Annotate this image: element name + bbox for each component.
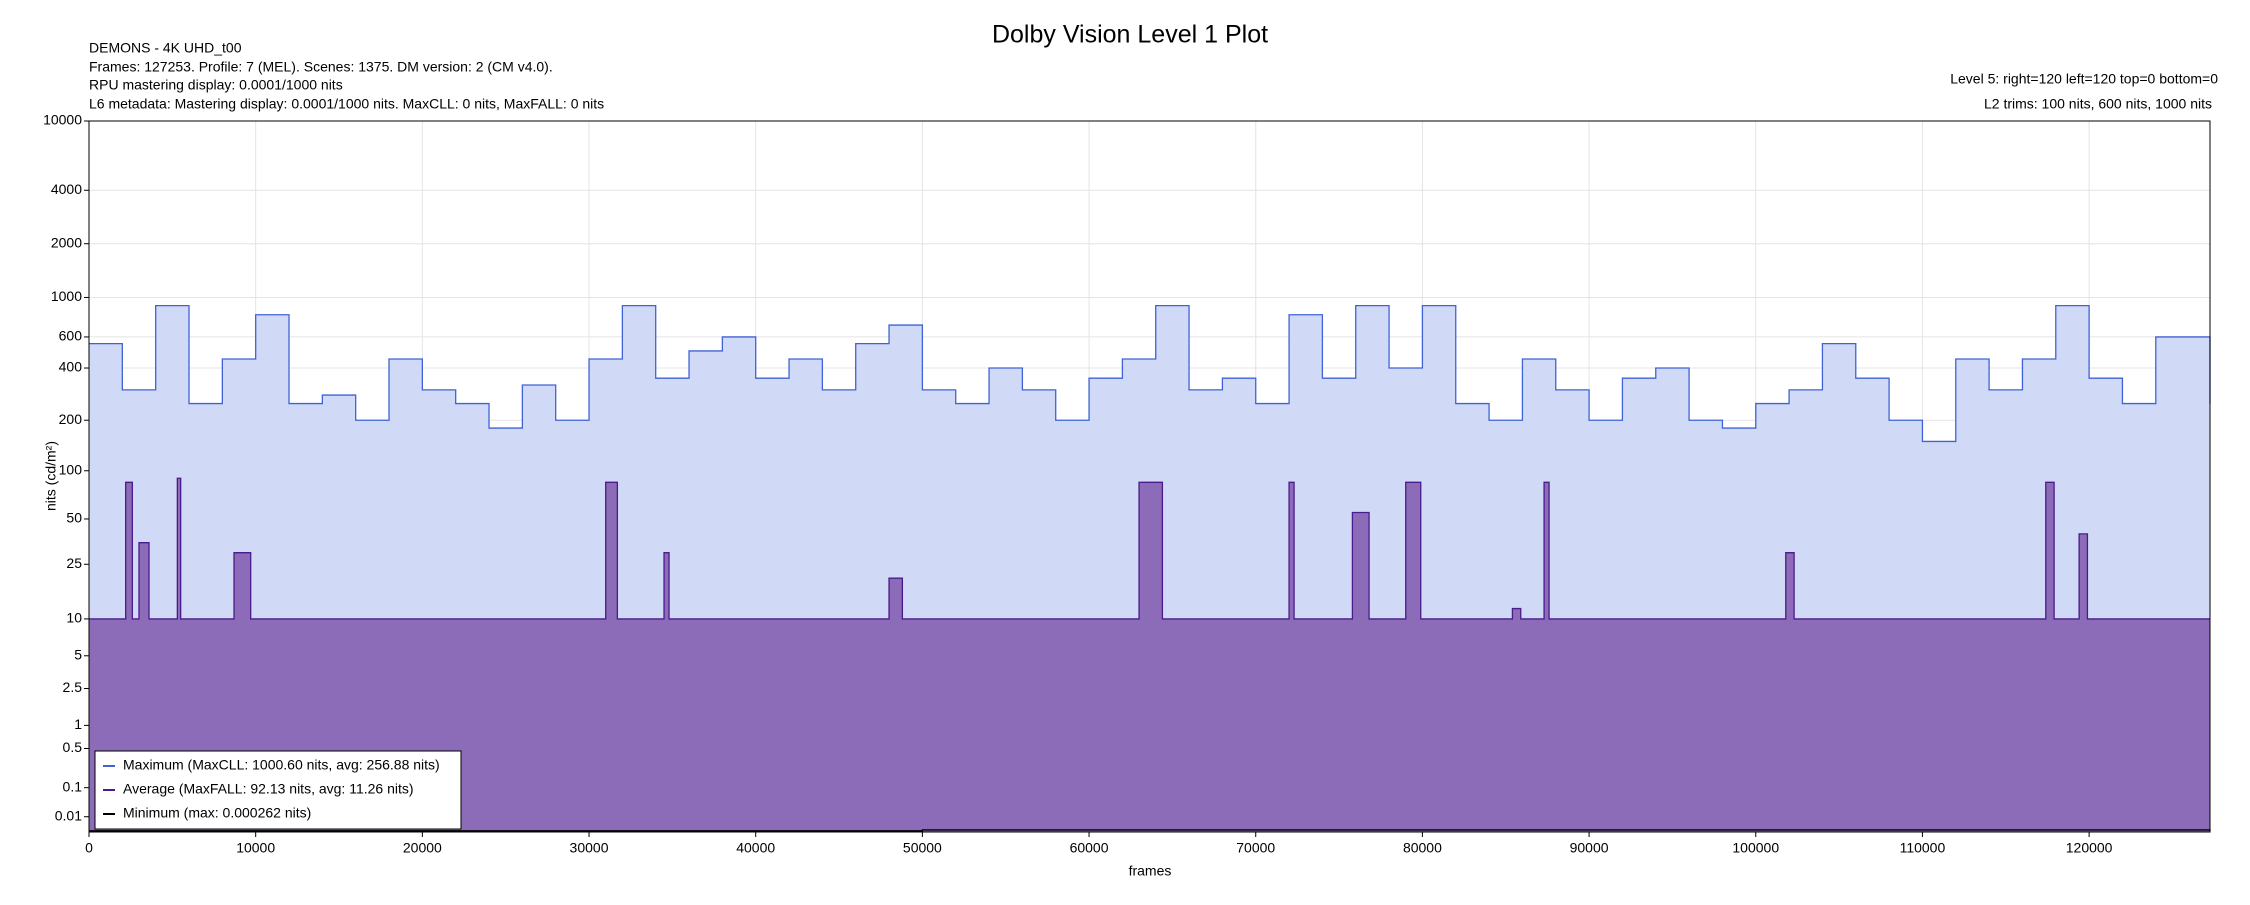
legend-label: Average (MaxFALL: 92.13 nits, avg: 11.26… xyxy=(123,781,414,797)
x-tick-label: 90000 xyxy=(1570,840,1609,856)
series-line xyxy=(89,477,2210,620)
y-tick-label: 0.01 xyxy=(55,807,82,823)
y-tick-label: 5 xyxy=(74,646,82,662)
info-line: DEMONS - 4K UHD_t00 xyxy=(89,40,242,56)
info-line: L2 trims: 100 nits, 600 nits, 1000 nits xyxy=(1984,96,2212,112)
chart-title: Dolby Vision Level 1 Plot xyxy=(992,21,1268,49)
x-tick-label: 70000 xyxy=(1236,840,1275,856)
y-tick-label: 4000 xyxy=(51,181,82,197)
x-tick-label: 60000 xyxy=(1070,840,1109,856)
info-line: RPU mastering display: 0.0001/1000 nits xyxy=(89,77,343,93)
y-tick-label: 25 xyxy=(66,555,82,571)
x-tick-label: 120000 xyxy=(2066,840,2113,856)
y-tick-label: 400 xyxy=(59,359,83,375)
y-tick-label: 50 xyxy=(66,510,82,526)
series-area xyxy=(89,478,2210,832)
info-line: Level 5: right=120 left=120 top=0 bottom… xyxy=(1950,71,2218,87)
y-tick-label: 600 xyxy=(59,328,83,344)
y-tick-label: 0.1 xyxy=(63,778,83,794)
x-tick-label: 20000 xyxy=(403,840,442,856)
x-tick-label: 30000 xyxy=(570,840,609,856)
y-tick-label: 1 xyxy=(74,716,82,732)
plot-frame xyxy=(88,120,2211,833)
legend-label: Maximum (MaxCLL: 1000.60 nits, avg: 256.… xyxy=(123,757,440,773)
x-tick-label: 110000 xyxy=(1900,840,1946,856)
x-tick-label: 80000 xyxy=(1403,840,1442,856)
y-tick-label: 2.5 xyxy=(63,679,83,695)
info-line: Frames: 127253. Profile: 7 (MEL). Scenes… xyxy=(89,59,553,75)
legend-label: Minimum (max: 0.000262 nits) xyxy=(123,805,311,821)
y-tick-label: 10 xyxy=(66,610,82,626)
y-tick-label: 100 xyxy=(59,461,83,477)
y-axis-label: nits (cd/m²) xyxy=(43,441,59,511)
y-tick-label: 1000 xyxy=(51,288,82,304)
x-axis-label: frames xyxy=(1129,863,1172,879)
x-tick-label: 100000 xyxy=(1732,840,1779,856)
y-tick-label: 2000 xyxy=(51,234,82,250)
series-line xyxy=(89,304,2211,443)
y-tick-label: 0.5 xyxy=(63,739,83,755)
x-tick-label: 40000 xyxy=(736,840,775,856)
y-tick-label: 200 xyxy=(59,411,83,427)
y-tick-label: 10000 xyxy=(43,112,82,128)
x-tick-label: 0 xyxy=(85,840,93,856)
info-line: L6 metadata: Mastering display: 0.0001/1… xyxy=(89,96,604,112)
x-tick-label: 10000 xyxy=(236,840,275,856)
legend-box xyxy=(94,750,462,830)
x-tick-label: 50000 xyxy=(903,840,942,856)
